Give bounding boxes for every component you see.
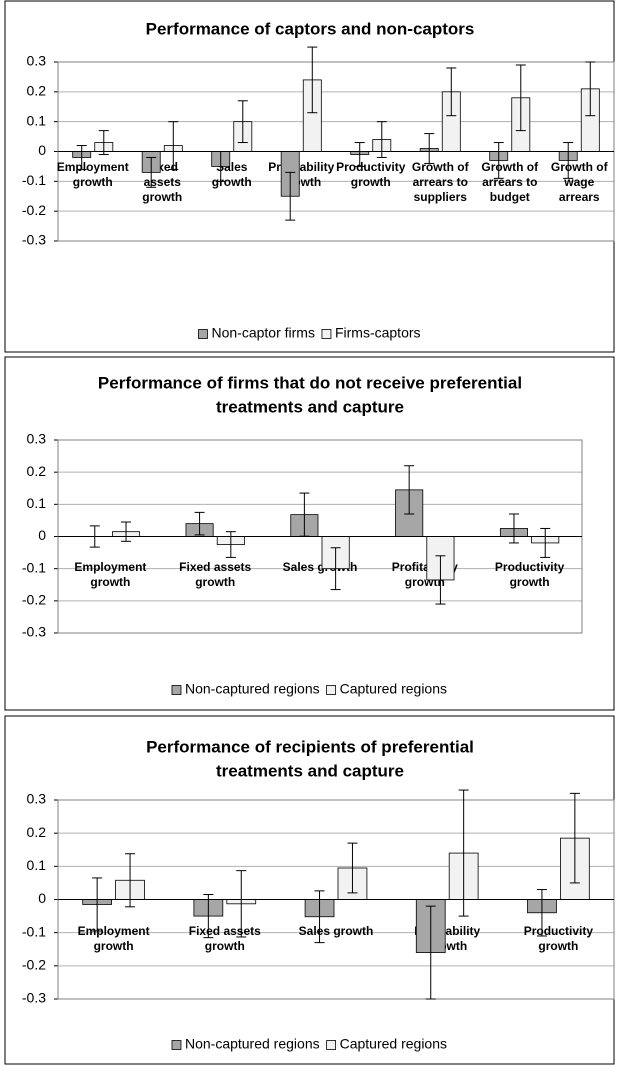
x-tick-label: growth — [212, 175, 252, 189]
chart-title: treatments and capture — [216, 761, 404, 780]
x-tick-label: Productivity — [495, 560, 565, 574]
legend-label: Non-captor firms — [211, 325, 314, 341]
x-tick-label: arrears to — [413, 175, 468, 189]
y-tick-label: -0.2 — [22, 957, 46, 973]
x-tick-label: arrears — [559, 190, 600, 204]
x-tick-label: Growth of — [412, 160, 470, 174]
chart-panel: Performance of firms that do not receive… — [4, 356, 615, 711]
chart-panel: Performance of captors and non-captors 0.… — [4, 0, 615, 353]
y-tick-label: 0.3 — [27, 791, 47, 807]
legend-swatch — [171, 1040, 182, 1050]
y-tick-label: -0.3 — [22, 232, 46, 248]
x-tick-label: suppliers — [414, 190, 468, 204]
x-tick-label: growth — [94, 939, 134, 953]
y-tick-label: 0.1 — [27, 495, 47, 511]
x-tick-label: growth — [195, 575, 235, 589]
y-tick-label: 0.3 — [27, 53, 47, 69]
x-tick-label: growth — [90, 575, 130, 589]
x-tick-label: growth — [142, 190, 182, 204]
bars — [72, 46, 600, 221]
y-tick-label: -0.2 — [22, 202, 46, 218]
y-tick-label: 0.1 — [27, 857, 47, 873]
y-tick-label: -0.2 — [22, 592, 46, 608]
x-tick-label: Profitability — [268, 160, 334, 174]
y-tick-label: -0.1 — [22, 559, 46, 575]
bars — [82, 789, 590, 1000]
chart-panel: Performance of recipients of preferentia… — [4, 715, 615, 1065]
legend-swatch — [171, 685, 182, 695]
chart-title: Performance of captors and non-captors — [146, 19, 475, 38]
x-tick-label: Growth of — [551, 160, 609, 174]
y-tick-label: 0.2 — [27, 463, 47, 479]
legend-label: Non-captured regions — [185, 681, 320, 697]
x-tick-label: arrears to — [482, 175, 537, 189]
legend: Non-captor firms Firms-captors — [198, 325, 421, 341]
x-tick-label: Fixed assets — [189, 924, 261, 938]
x-tick-label: Sales growth — [299, 924, 374, 938]
y-tick-label: 0.2 — [27, 83, 47, 99]
x-tick-label: growth — [510, 575, 550, 589]
y-tick-label: 0 — [38, 527, 46, 543]
x-tick-label: budget — [490, 190, 530, 204]
legend: Non-captured regions Captured regions — [171, 681, 447, 697]
y-tick-label: -0.3 — [22, 624, 46, 640]
y-tick-label: -0.1 — [22, 923, 46, 939]
y-tick-label: -0.1 — [22, 172, 46, 188]
y-tick-label: 0 — [38, 142, 46, 158]
legend-swatch — [198, 329, 208, 339]
legend-swatch — [326, 685, 337, 695]
panel-border — [4, 356, 615, 711]
x-tick-label: Growth of — [481, 160, 539, 174]
y-tick-label: -0.3 — [22, 990, 46, 1006]
x-tick-label: Fixed assets — [179, 560, 251, 574]
chart-title: Performance of firms that do not receive… — [98, 373, 522, 392]
legend-swatch — [326, 1040, 337, 1050]
y-tick-label: 0.1 — [27, 112, 47, 128]
x-tick-label: growth — [538, 939, 578, 953]
x-tick-label: Employment — [78, 924, 150, 938]
y-tick-label: 0 — [38, 890, 46, 906]
legend: Non-captured regions Captured regions — [171, 1036, 447, 1052]
x-tick-label: growth — [205, 939, 245, 953]
bars — [89, 465, 560, 605]
x-tick-label: Productivity — [336, 160, 406, 174]
chart-title: Performance of recipients of preferentia… — [146, 737, 474, 756]
x-tick-label: Employment — [57, 160, 129, 174]
y-tick-label: 0.2 — [27, 824, 47, 840]
x-tick-label: growth — [73, 175, 113, 189]
x-tick-label: Productivity — [524, 924, 594, 938]
x-tick-label: Employment — [74, 560, 146, 574]
legend-swatch — [321, 329, 332, 339]
x-tick-label: growth — [351, 175, 391, 189]
y-tick-label: 0.3 — [27, 431, 47, 447]
legend-label: Captured regions — [340, 681, 447, 697]
chart-title: treatments and capture — [216, 397, 404, 416]
legend-label: Captured regions — [340, 1036, 447, 1052]
legend-label: Firms-captors — [335, 325, 421, 341]
x-tick-label: assets — [144, 175, 182, 189]
legend-label: Non-captured regions — [185, 1036, 320, 1052]
